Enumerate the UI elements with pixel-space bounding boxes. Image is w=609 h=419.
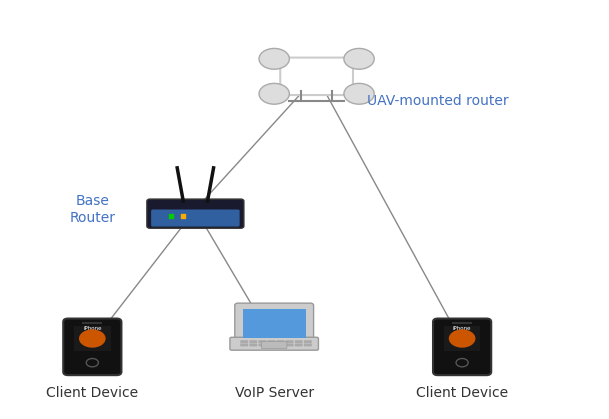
Circle shape — [344, 49, 374, 69]
FancyBboxPatch shape — [230, 337, 319, 350]
FancyBboxPatch shape — [249, 340, 257, 343]
FancyBboxPatch shape — [267, 344, 275, 347]
FancyBboxPatch shape — [304, 340, 312, 343]
FancyBboxPatch shape — [235, 303, 314, 343]
FancyBboxPatch shape — [280, 57, 353, 95]
FancyBboxPatch shape — [433, 318, 491, 375]
Circle shape — [79, 329, 105, 348]
FancyBboxPatch shape — [295, 344, 303, 347]
FancyBboxPatch shape — [286, 340, 294, 343]
FancyBboxPatch shape — [304, 344, 312, 347]
FancyBboxPatch shape — [240, 344, 248, 347]
Bar — [74, 326, 110, 351]
Text: Client Device: Client Device — [416, 385, 508, 400]
Text: iPhone: iPhone — [453, 326, 471, 331]
FancyBboxPatch shape — [249, 344, 257, 347]
Circle shape — [449, 329, 476, 348]
Circle shape — [259, 49, 289, 69]
Circle shape — [259, 83, 289, 104]
Circle shape — [344, 83, 374, 104]
Text: Client Device: Client Device — [46, 385, 138, 400]
FancyBboxPatch shape — [276, 344, 284, 347]
FancyBboxPatch shape — [276, 340, 284, 343]
FancyBboxPatch shape — [151, 210, 239, 227]
FancyBboxPatch shape — [242, 309, 306, 338]
Text: UAV-mounted router: UAV-mounted router — [367, 94, 509, 108]
Bar — [444, 326, 481, 351]
FancyBboxPatch shape — [240, 340, 248, 343]
Text: VoIP Server: VoIP Server — [234, 385, 314, 400]
FancyBboxPatch shape — [147, 199, 244, 228]
Text: iPhone: iPhone — [83, 326, 102, 331]
FancyBboxPatch shape — [258, 344, 266, 347]
FancyBboxPatch shape — [295, 340, 303, 343]
FancyBboxPatch shape — [63, 318, 121, 375]
FancyBboxPatch shape — [267, 340, 275, 343]
Text: Base
Router: Base Router — [69, 194, 115, 225]
FancyBboxPatch shape — [258, 340, 266, 343]
FancyBboxPatch shape — [261, 341, 287, 349]
FancyBboxPatch shape — [286, 344, 294, 347]
